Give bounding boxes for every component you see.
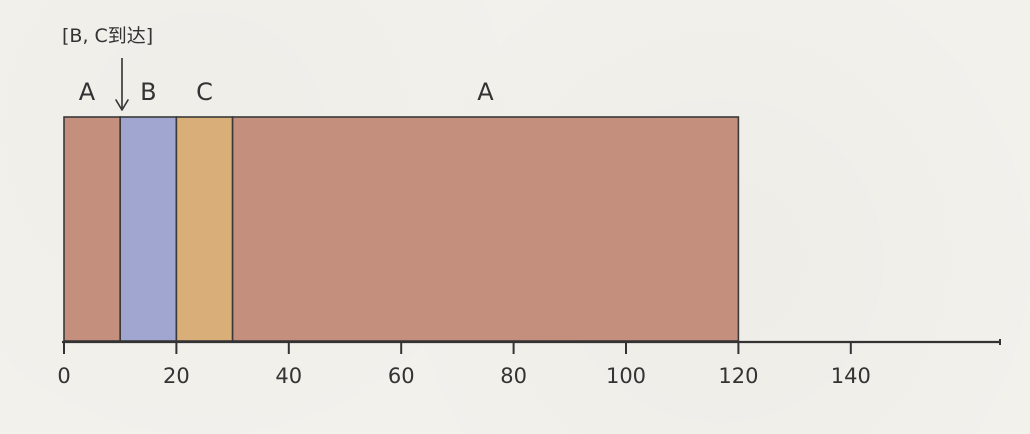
- segment-b-1: [119, 116, 178, 342]
- arrival-arrow-head: [115, 99, 129, 111]
- axis-tick-label-60: 60: [388, 364, 415, 388]
- time-axis: 0 20 40 60 80 100 120 140: [57, 339, 1001, 388]
- segment-a-0: [63, 116, 122, 342]
- arrival-annotation-text: [B, C到达]: [62, 25, 153, 47]
- axis-tick-label-0: 0: [57, 364, 70, 388]
- segment-c-2: [175, 116, 234, 342]
- segment-label-a-0: A: [79, 78, 96, 106]
- axis-tick-label-120: 120: [718, 364, 758, 388]
- axis-tick-label-100: 100: [606, 364, 646, 388]
- segment-a-3: [231, 116, 740, 342]
- axis-tick-label-80: 80: [500, 364, 527, 388]
- arrival-annotation: [B, C到达]: [62, 25, 153, 111]
- axis-tick-label-20: 20: [163, 364, 190, 388]
- segment-label-b-1: B: [140, 78, 156, 106]
- segment-label-a-3: A: [477, 78, 494, 106]
- segments-layer: [63, 116, 740, 342]
- axis-tick-label-140: 140: [831, 364, 871, 388]
- axis-tick-label-40: 40: [275, 364, 302, 388]
- segment-label-c-2: C: [196, 78, 213, 106]
